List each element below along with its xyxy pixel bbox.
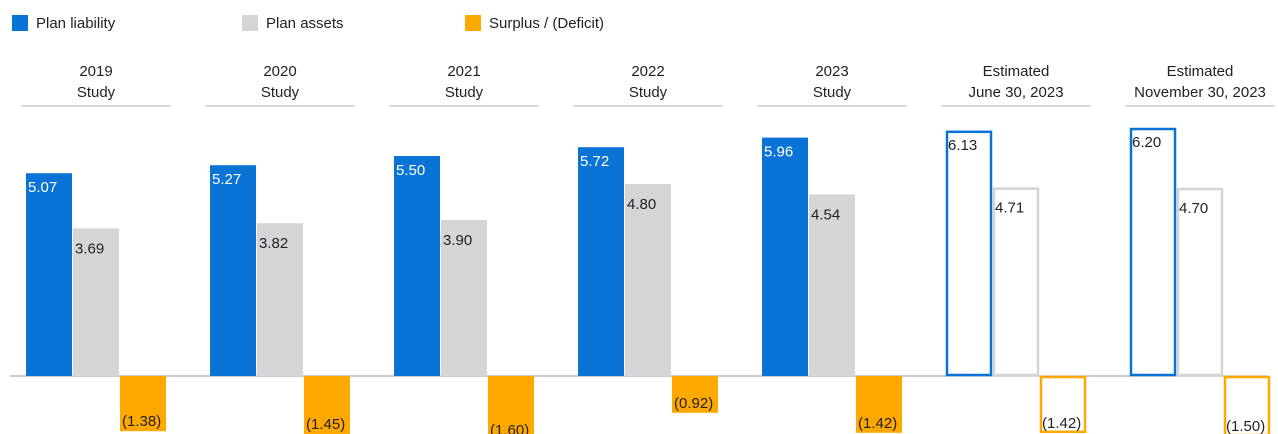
category-label: Study [261, 84, 300, 101]
bar [304, 376, 350, 434]
value-label: 6.20 [1132, 134, 1161, 151]
value-label: 6.13 [948, 137, 977, 154]
value-label: (1.60) [490, 422, 529, 434]
value-label: 5.96 [764, 144, 793, 161]
bar [578, 147, 624, 376]
value-label: 4.80 [627, 196, 656, 213]
bar [120, 376, 166, 432]
value-label: 3.82 [259, 235, 288, 252]
value-label: 3.90 [443, 232, 472, 249]
category-label: Study [445, 84, 484, 101]
bar [210, 165, 256, 376]
value-label: 5.50 [396, 162, 425, 179]
value-label: (1.42) [858, 415, 897, 432]
legend-label: Surplus / (Deficit) [489, 15, 604, 32]
value-label: 5.72 [580, 153, 609, 170]
category-label: Study [629, 84, 668, 101]
category-label: 2021 [447, 63, 480, 80]
bar [394, 156, 440, 376]
category-label: Study [813, 84, 852, 101]
category-label: Estimated [1167, 63, 1234, 80]
bar [1129, 127, 1177, 377]
bar [992, 187, 1040, 377]
bar [26, 173, 72, 376]
category-label: 2023 [815, 63, 848, 80]
value-label: 4.70 [1179, 200, 1208, 217]
legend-label: Plan liability [36, 15, 116, 32]
bar [1039, 375, 1087, 434]
category-label: 2022 [631, 63, 664, 80]
bar [762, 137, 808, 376]
bar [488, 376, 534, 434]
value-label: 3.69 [75, 240, 104, 257]
bar [73, 228, 119, 376]
value-label: 5.27 [212, 171, 241, 188]
category-label: June 30, 2023 [968, 84, 1063, 101]
bar [856, 376, 902, 433]
bar [1176, 187, 1224, 377]
category-label: November 30, 2023 [1134, 84, 1266, 101]
bar [945, 130, 993, 377]
value-label: (1.50) [1226, 418, 1265, 434]
category-label: Study [77, 84, 116, 101]
value-label: 4.54 [811, 206, 840, 223]
legend-label: Plan assets [266, 15, 344, 32]
legend-swatch [242, 15, 258, 31]
legend-swatch [465, 15, 481, 31]
bar [672, 376, 718, 413]
value-label: (1.42) [1042, 415, 1081, 432]
bar [625, 184, 671, 376]
category-label: 2020 [263, 63, 296, 80]
value-label: (1.38) [122, 413, 161, 430]
category-label: Estimated [983, 63, 1050, 80]
value-label: 4.71 [995, 200, 1024, 217]
category-label: 2019 [79, 63, 112, 80]
value-label: (0.92) [674, 395, 713, 412]
value-label: 5.07 [28, 179, 57, 196]
bar [1223, 375, 1271, 434]
bar [257, 223, 303, 376]
bar [441, 220, 487, 376]
bar [809, 194, 855, 376]
legend-swatch [12, 15, 28, 31]
value-label: (1.45) [306, 416, 345, 433]
